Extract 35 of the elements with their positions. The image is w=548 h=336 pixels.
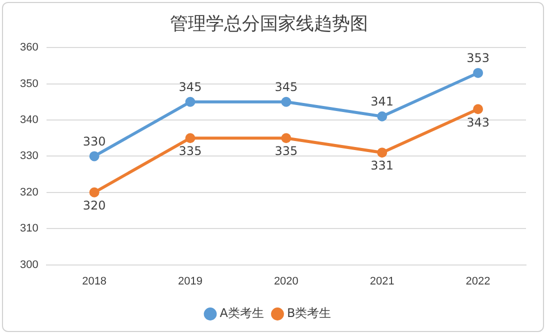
point <box>89 151 100 162</box>
point <box>281 96 292 107</box>
data-label: 341 <box>370 94 394 109</box>
point <box>377 148 388 158</box>
point <box>185 96 196 107</box>
data-label: 331 <box>370 158 394 173</box>
y-tick-label: 340 <box>20 114 38 126</box>
point <box>89 187 100 198</box>
y-tick-label: 300 <box>20 258 38 271</box>
point <box>185 133 196 144</box>
legend-label: A类考生 <box>220 306 264 320</box>
point <box>281 133 292 144</box>
data-label: 343 <box>466 115 490 130</box>
y-tick-label: 330 <box>20 150 38 162</box>
data-label: 335 <box>178 144 202 158</box>
data-label: 345 <box>178 80 202 94</box>
chart-title: 管理学总分国家线趋势图 <box>170 13 368 34</box>
y-tick-label: 350 <box>20 78 38 90</box>
point <box>473 104 484 114</box>
data-label: 330 <box>82 134 106 148</box>
point <box>473 68 484 78</box>
legend-label: B类考生 <box>286 306 332 320</box>
x-tick-label: 2020 <box>274 275 298 288</box>
data-label: 353 <box>466 51 490 66</box>
data-label: 345 <box>274 80 298 94</box>
y-tick-label: 310 <box>20 222 38 235</box>
data-label: 320 <box>82 198 106 213</box>
x-tick-label: 2022 <box>466 275 490 288</box>
x-tick-label: 2018 <box>82 275 107 288</box>
x-tick-label: 2019 <box>178 275 202 288</box>
y-tick-label: 360 <box>20 42 38 54</box>
x-tick-label: 2021 <box>370 275 394 288</box>
point <box>377 111 388 122</box>
y-tick-label: 320 <box>20 186 38 198</box>
data-label: 335 <box>274 144 298 158</box>
